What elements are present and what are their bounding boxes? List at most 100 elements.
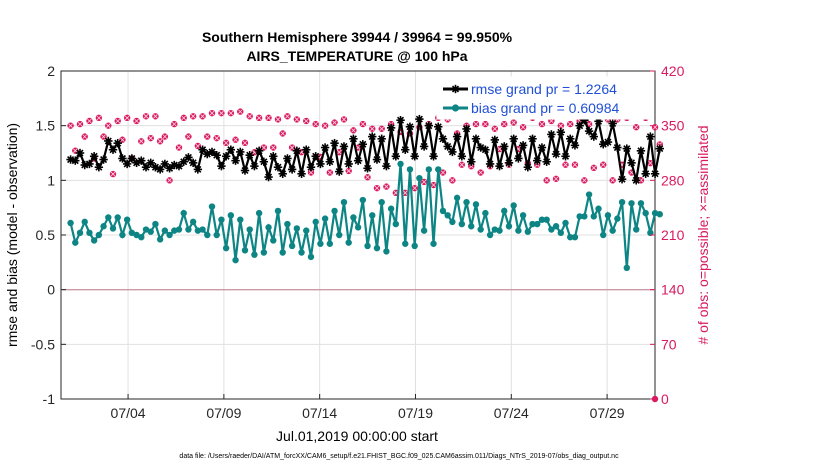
obs-point: [109, 170, 117, 178]
left-tick-label-1: 1.5: [36, 118, 56, 134]
bias-point: [453, 194, 461, 202]
rmse-point: [382, 161, 391, 171]
obs-point: [359, 120, 367, 128]
bias-point: [590, 213, 597, 220]
bias-point: [524, 228, 532, 235]
x-axis-ticks: 07/04 07/09 07/14 07/19 07/24 07/29: [111, 394, 625, 421]
obs-point: [600, 161, 607, 168]
obs-point: [293, 116, 301, 123]
rmse-point: [410, 152, 419, 161]
obs-point: [402, 189, 409, 197]
bias-point: [647, 229, 654, 237]
obs-point: [147, 134, 154, 142]
rmse-point: [452, 132, 462, 141]
rmse-point: [287, 165, 297, 174]
obs-point: [491, 125, 499, 132]
bias-point: [387, 205, 395, 212]
left-axis-ticks: 2 1.5 1 0.5 0 -0.5 -1: [31, 63, 66, 407]
bias-point: [227, 212, 235, 219]
rmse-point: [419, 142, 429, 151]
bias-point: [637, 200, 645, 207]
bias-point: [109, 225, 117, 232]
rmse-point: [603, 137, 613, 147]
rmse-point: [547, 130, 556, 139]
bias-point: [402, 240, 409, 247]
bias-point: [307, 253, 315, 261]
obs-point: [321, 122, 329, 129]
bias-point: [279, 249, 286, 256]
obs-point: [199, 113, 206, 120]
bias-point: [189, 218, 197, 226]
data-file-footer: data file: /Users/raeder/DAI/ATM_forcXX/…: [179, 453, 619, 460]
left-tick-label-6: -1: [43, 391, 56, 407]
rmse-point: [198, 145, 207, 154]
bias-point: [435, 166, 442, 173]
bias-point: [312, 218, 319, 226]
legend-bias-label: bias grand pr = 0.60984: [471, 100, 619, 116]
bias-point: [397, 160, 404, 168]
rmse-point: [118, 154, 127, 163]
rmse-point: [372, 155, 382, 164]
obs-point: [557, 122, 565, 129]
rmse-point: [632, 176, 641, 185]
rmse-point: [221, 152, 231, 161]
obs-point: [237, 108, 244, 115]
obs-point: [270, 144, 277, 151]
bias-point: [246, 226, 253, 233]
bias-point: [373, 244, 381, 252]
bias-point: [354, 224, 362, 231]
left-tick-label-0: 2: [47, 63, 55, 79]
obs-point: [373, 184, 381, 192]
obs-point: [255, 114, 263, 122]
rmse-point: [273, 163, 283, 172]
rmse-point: [509, 134, 518, 143]
rmse-point: [122, 159, 132, 169]
bias-point: [618, 199, 626, 206]
bias-point: [477, 226, 484, 233]
obs-point: [458, 161, 466, 168]
rmse-point: [537, 143, 547, 152]
obs-point: [166, 177, 173, 184]
bias-point: [576, 213, 583, 220]
bias-point: [260, 249, 268, 256]
obs-point: [265, 114, 272, 122]
obs-point: [152, 113, 159, 120]
obs-point: [420, 178, 428, 186]
rmse-point: [518, 141, 528, 150]
obs-point: [331, 119, 338, 126]
rmse-point: [269, 152, 278, 161]
bias-point: [218, 216, 225, 223]
bias-point: [331, 207, 338, 215]
obs-point: [218, 109, 225, 117]
bias-series: [67, 160, 663, 271]
bias-point: [369, 212, 376, 219]
rmse-series: [66, 114, 664, 185]
rmse-point: [566, 134, 575, 143]
rmse-point: [363, 164, 372, 173]
obs-point: [232, 136, 239, 143]
rmse-point: [320, 143, 330, 152]
obs-point: [468, 163, 475, 170]
bias-point: [538, 216, 546, 223]
right-tick-label-4: 140: [661, 282, 685, 298]
bias-point: [336, 231, 343, 239]
bias-point: [515, 227, 522, 234]
bias-point: [543, 216, 550, 223]
x-tick-label-3: 07/19: [398, 405, 433, 421]
rmse-point: [584, 126, 594, 136]
rmse-point: [622, 144, 631, 153]
bias-point: [166, 231, 173, 239]
legend: rmse grand pr = 1.2264 bias grand pr = 0…: [436, 76, 653, 120]
obs-point: [246, 113, 253, 120]
rmse-point: [99, 155, 108, 164]
rmse-point: [141, 163, 151, 172]
bias-point: [548, 226, 555, 233]
rmse-point: [264, 172, 273, 182]
bias-point: [571, 233, 579, 241]
rmse-point: [165, 164, 174, 173]
bias-point: [123, 216, 131, 223]
bias-point: [519, 212, 527, 219]
bias-point: [392, 220, 400, 228]
rmse-point: [650, 169, 660, 178]
